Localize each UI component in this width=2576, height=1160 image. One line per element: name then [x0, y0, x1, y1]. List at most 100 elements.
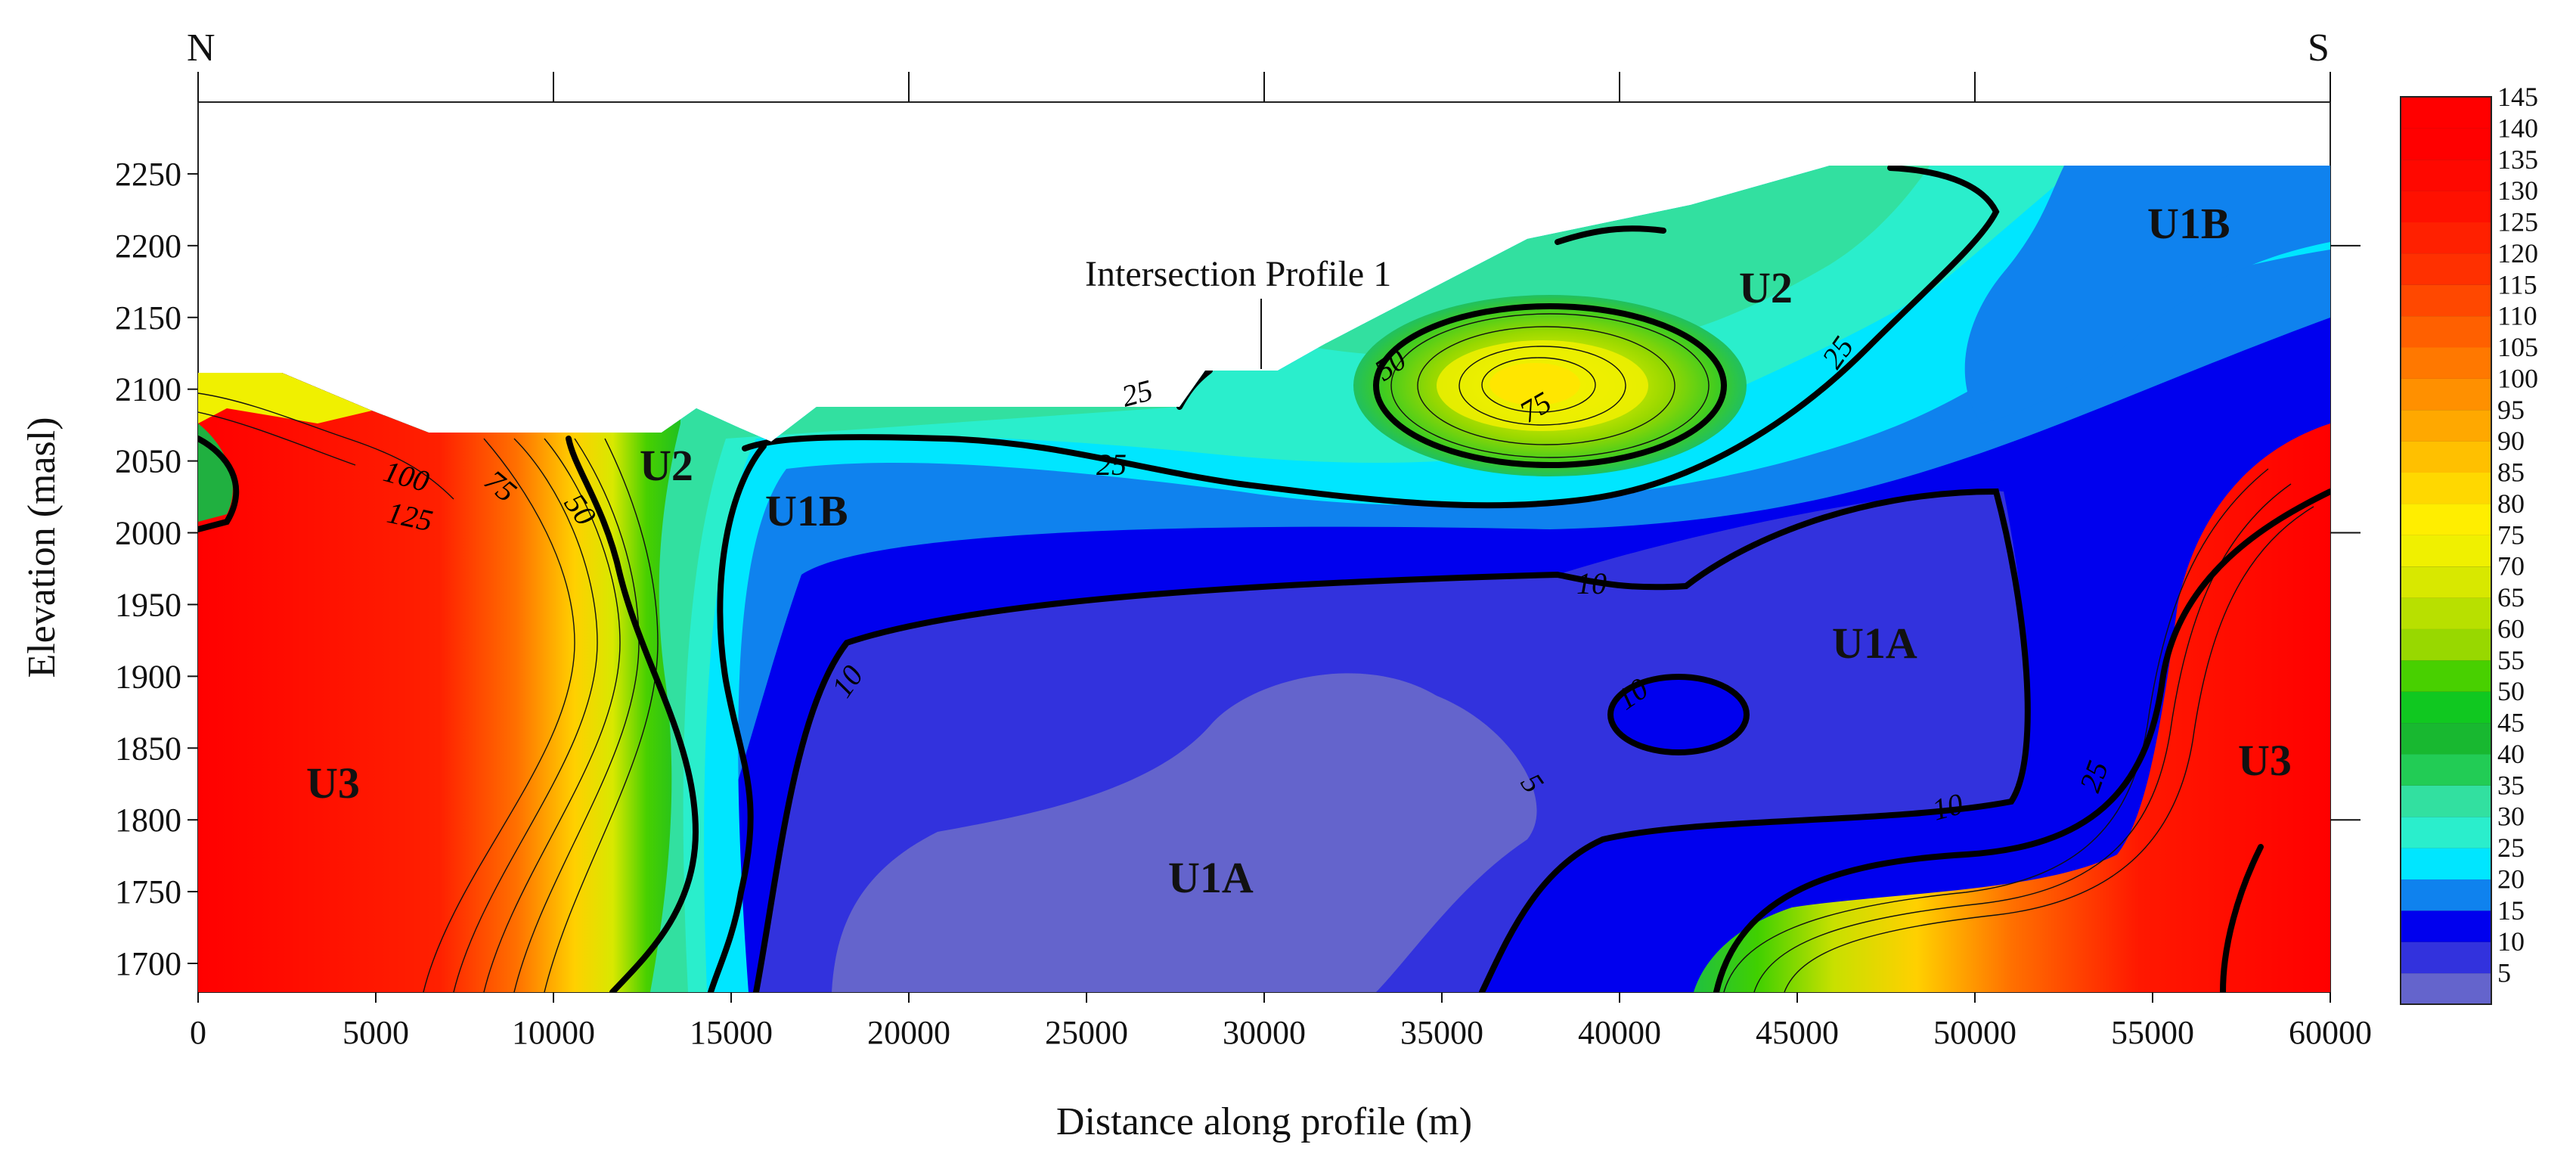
x-tick-label: 40000 [1578, 1014, 1661, 1051]
unit-label: U2 [640, 441, 693, 490]
colorbar-label: 145 [2497, 82, 2538, 112]
unit-label: U1B [2147, 199, 2230, 248]
x-tick-label: 60000 [2289, 1014, 2372, 1051]
y-tick-label: 1900 [115, 658, 181, 695]
colorbar-swatch [2401, 128, 2491, 160]
colorbar-swatch [2401, 472, 2491, 504]
x-tick-label: 50000 [1933, 1014, 2016, 1051]
y-tick-label: 1750 [115, 873, 181, 910]
y-tick-label: 1700 [115, 945, 181, 982]
y-tick-label: 1950 [115, 586, 181, 623]
colorbar-label: 115 [2497, 269, 2537, 299]
colorbar-swatch [2401, 159, 2491, 191]
colorbar-label: 90 [2497, 426, 2525, 456]
unit-label: U1B [765, 486, 848, 535]
y-tick-label: 2150 [115, 299, 181, 337]
y-tick-label: 1800 [115, 802, 181, 839]
colorbar-label: 45 [2497, 708, 2525, 738]
colorbar-label: 55 [2497, 645, 2525, 675]
x-tick-label: 45000 [1756, 1014, 1839, 1051]
x-axis: 0 5000 10000 15000 20000 25000 30000 35000 40000… [190, 992, 2372, 1051]
colorbar-label: 5 [2497, 958, 2511, 988]
colorbar-swatch [2401, 691, 2491, 724]
colorbar-swatch [2401, 753, 2491, 786]
contour-label: 10 [1576, 566, 1607, 600]
colorbar-label: 10 [2497, 926, 2525, 957]
colorbar-label: 40 [2497, 739, 2525, 769]
colorbar-swatch [2401, 941, 2491, 974]
colorbar-label: 75 [2497, 520, 2525, 550]
colorbar-label: 135 [2497, 144, 2538, 175]
x-tick-label: 35000 [1400, 1014, 1483, 1051]
unit-label: U3 [306, 758, 360, 808]
y-tick-label: 2050 [115, 443, 181, 480]
thin-contour-lines [198, 313, 2314, 992]
colorbar-label: 130 [2497, 175, 2538, 206]
colorbar-label: 140 [2497, 113, 2538, 143]
colorbar-swatch [2401, 284, 2491, 317]
colorbar-label: 95 [2497, 395, 2525, 425]
colorbar-label: 20 [2497, 864, 2525, 894]
colorbar-swatch [2401, 315, 2491, 348]
y-axis-title: Elevation (masl) [20, 417, 64, 678]
colorbar-swatch [2401, 441, 2491, 473]
colorbar-swatch [2401, 378, 2491, 411]
colorbar-label: 65 [2497, 582, 2525, 613]
colorbar-swatch [2401, 97, 2491, 129]
colorbar-swatch [2401, 659, 2491, 692]
colorbar-swatch [2401, 785, 2491, 817]
colorbar-label: 25 [2497, 833, 2525, 863]
colorbar-label: 30 [2497, 802, 2525, 832]
colorbar-label: 15 [2497, 895, 2525, 926]
x-tick-label: 20000 [867, 1014, 950, 1051]
x-tick-label: 30000 [1223, 1014, 1306, 1051]
unit-labels: U3 U2 U1B U1A U2 U1A U1B U3 [306, 199, 2292, 902]
colorbar-label: 100 [2497, 363, 2538, 393]
colorbar-swatch [2401, 347, 2491, 379]
top-axis [197, 72, 2331, 102]
colorbar-swatch [2401, 816, 2491, 848]
colorbar-label: 70 [2497, 551, 2525, 582]
colorbar-label: 60 [2497, 613, 2525, 644]
colorbar-swatch [2401, 722, 2491, 755]
colorbar-label: 80 [2497, 489, 2525, 519]
x-tick-label: 15000 [690, 1014, 773, 1051]
colorbar-label: 35 [2497, 770, 2525, 800]
unit-label: U3 [2238, 736, 2292, 785]
colorbar-swatch [2401, 566, 2491, 598]
intersection-label: Intersection Profile 1 [1085, 254, 1391, 294]
y-tick-label: 1850 [115, 730, 181, 767]
direction-south: S [2308, 26, 2330, 70]
colorbar-legend: 5101520253035404550556065707580859095100… [2400, 82, 2538, 1005]
unit-label: U1A [1168, 853, 1254, 902]
major-contour-lines [198, 166, 2330, 992]
colorbar-swatch [2401, 628, 2491, 661]
colorbar-swatch [2401, 879, 2491, 911]
colorbar-swatch [2401, 253, 2491, 285]
colorbar-swatch [2401, 597, 2491, 629]
y-tick-label: 2000 [115, 515, 181, 552]
x-tick-label: 25000 [1045, 1014, 1128, 1051]
colorbar-swatch [2401, 910, 2491, 942]
y-tick-label: 2250 [115, 156, 181, 193]
colorbar-label: 85 [2497, 457, 2525, 488]
x-axis-title: Distance along profile (m) [1056, 1100, 1472, 1143]
colorbar-label: 125 [2497, 207, 2538, 237]
colorbar-label: 120 [2497, 238, 2538, 268]
colorbar-label: 110 [2497, 301, 2537, 331]
colorbar-swatch [2401, 503, 2491, 535]
colorbar-swatch [2401, 191, 2491, 223]
direction-north: N [187, 26, 215, 70]
right-axis [2330, 244, 2361, 821]
colorbar-label: 105 [2497, 332, 2538, 362]
unit-label: U1A [1832, 619, 1917, 668]
y-tick-label: 2100 [115, 371, 181, 408]
x-tick-label: 5000 [343, 1014, 409, 1051]
contour-label: 25 [1096, 448, 1127, 482]
colorbar-swatch [2401, 848, 2491, 879]
x-tick-label: 10000 [512, 1014, 595, 1051]
colorbar-swatch [2401, 972, 2491, 1005]
colorbar-swatch [2401, 535, 2491, 567]
intersection-annotation: Intersection Profile 1 [1085, 254, 1391, 369]
